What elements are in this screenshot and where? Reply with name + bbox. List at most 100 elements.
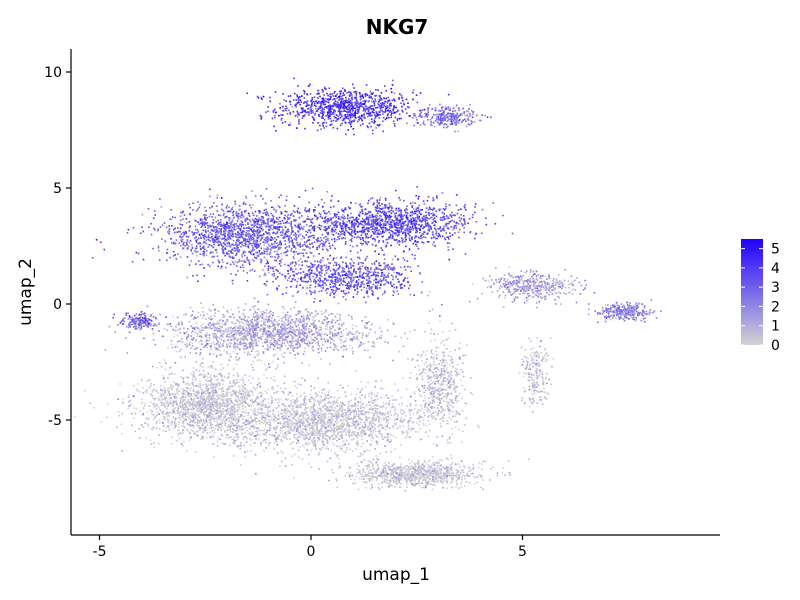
cell-point bbox=[297, 260, 300, 262]
cell-point bbox=[349, 244, 352, 247]
cell-point bbox=[269, 245, 272, 247]
cell-point bbox=[238, 233, 240, 236]
cell-point bbox=[294, 261, 297, 264]
cell-point bbox=[391, 258, 394, 261]
cell-point bbox=[231, 230, 233, 233]
cell-point bbox=[358, 278, 360, 281]
cell-point bbox=[269, 100, 272, 103]
cell-point bbox=[400, 117, 403, 120]
cell-point bbox=[254, 210, 257, 213]
cell-point bbox=[127, 318, 130, 320]
cell-point bbox=[434, 227, 436, 230]
cell-point bbox=[389, 109, 391, 112]
cell-point bbox=[260, 227, 263, 230]
cell-point bbox=[330, 219, 332, 221]
cell-point bbox=[334, 104, 336, 107]
cell-point bbox=[380, 102, 382, 105]
cell-point bbox=[209, 231, 211, 234]
cell-point bbox=[446, 236, 448, 238]
cell-point bbox=[310, 110, 312, 112]
cell-point bbox=[230, 251, 232, 253]
cell-point bbox=[329, 217, 332, 219]
cell-point bbox=[249, 238, 251, 240]
cell-point bbox=[403, 250, 405, 253]
cell-point bbox=[180, 219, 182, 222]
cell-point bbox=[252, 204, 254, 206]
cell-point bbox=[197, 221, 199, 223]
cell-point bbox=[389, 233, 392, 236]
cell-point bbox=[265, 111, 267, 113]
cell-point bbox=[234, 200, 236, 203]
cell-point bbox=[304, 209, 306, 211]
cell-point bbox=[467, 110, 469, 113]
cell-point bbox=[336, 281, 338, 283]
cell-point bbox=[351, 102, 353, 105]
cell-point bbox=[412, 217, 414, 219]
cell-point bbox=[337, 117, 340, 120]
cell-point bbox=[241, 236, 244, 238]
cell-point bbox=[324, 242, 326, 245]
cell-point bbox=[354, 229, 356, 232]
cell-point bbox=[311, 222, 314, 224]
cell-point bbox=[313, 214, 316, 217]
cell-point bbox=[460, 214, 462, 216]
cell-point bbox=[310, 100, 313, 103]
cell-point bbox=[457, 209, 460, 211]
cell-point bbox=[387, 215, 389, 218]
cell-point bbox=[414, 212, 417, 215]
cell-point bbox=[196, 255, 198, 257]
cell-point bbox=[305, 210, 307, 213]
cell-point bbox=[138, 322, 140, 325]
cell-point bbox=[215, 221, 217, 223]
cell-point bbox=[347, 281, 350, 283]
cell-point bbox=[267, 247, 269, 249]
cell-point bbox=[326, 191, 328, 193]
cell-point bbox=[395, 232, 397, 234]
cell-point bbox=[391, 267, 393, 269]
cell-point bbox=[413, 114, 415, 117]
cell-point bbox=[378, 117, 381, 119]
cell-point bbox=[138, 325, 141, 327]
cell-point bbox=[204, 221, 206, 223]
cell-point bbox=[464, 204, 466, 206]
cell-point bbox=[336, 226, 338, 228]
cell-point bbox=[317, 348, 319, 350]
cell-point bbox=[268, 244, 270, 247]
cell-point bbox=[290, 221, 293, 223]
cell-point bbox=[424, 113, 427, 116]
cell-point bbox=[128, 315, 131, 317]
cell-point bbox=[348, 207, 351, 210]
cell-point bbox=[244, 203, 247, 206]
cell-point bbox=[385, 276, 387, 279]
cell-point bbox=[366, 229, 369, 232]
cell-point bbox=[400, 219, 402, 221]
cell-point bbox=[405, 224, 408, 227]
cell-point bbox=[233, 316, 235, 319]
cell-point bbox=[195, 247, 198, 250]
cell-point bbox=[377, 281, 379, 283]
cell-point bbox=[433, 220, 435, 223]
cell-point bbox=[299, 103, 301, 106]
cell-point bbox=[368, 284, 371, 287]
cell-point bbox=[329, 219, 331, 221]
cell-point bbox=[408, 106, 410, 109]
cell-point bbox=[173, 228, 175, 231]
cell-point bbox=[313, 225, 315, 228]
cell-point bbox=[374, 240, 377, 242]
cell-point bbox=[394, 229, 397, 231]
cell-point bbox=[386, 205, 388, 208]
cell-point bbox=[316, 331, 319, 334]
cell-point bbox=[388, 99, 391, 102]
cell-point bbox=[347, 226, 350, 229]
cell-point bbox=[384, 111, 386, 113]
cell-point bbox=[353, 268, 355, 270]
cell-point bbox=[417, 217, 420, 219]
cell-point bbox=[246, 230, 248, 232]
cell-point bbox=[434, 108, 437, 111]
cell-point bbox=[370, 92, 373, 94]
cell-point bbox=[220, 243, 222, 246]
cell-point bbox=[300, 252, 303, 254]
cell-point bbox=[380, 264, 382, 267]
cell-point bbox=[340, 102, 342, 105]
cell-point bbox=[348, 282, 350, 284]
